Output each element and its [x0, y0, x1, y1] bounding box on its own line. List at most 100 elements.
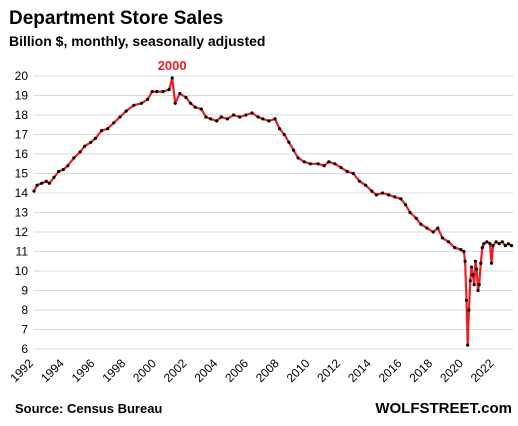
data-point: [468, 279, 472, 283]
data-point: [345, 169, 349, 174]
data-point: [440, 236, 444, 240]
data-point: [506, 242, 510, 246]
data-point: [170, 76, 174, 80]
data-point: [232, 113, 236, 117]
y-tick-label: 20: [15, 69, 29, 83]
data-point: [475, 267, 479, 271]
data-point: [93, 136, 97, 140]
data-point: [436, 226, 440, 230]
data-point: [204, 115, 208, 119]
data-point: [471, 273, 475, 277]
data-point: [40, 181, 44, 185]
data-point: [57, 169, 61, 174]
data-point: [155, 90, 159, 94]
data-point: [466, 343, 470, 347]
data-point: [503, 244, 507, 248]
data-point: [403, 203, 408, 207]
data-point: [488, 242, 492, 246]
x-tick-label: 1996: [69, 356, 98, 385]
y-tick-label: 18: [15, 108, 29, 122]
data-point: [316, 162, 320, 166]
data-point: [35, 183, 39, 187]
data-point: [462, 249, 466, 254]
data-point: [256, 115, 260, 119]
data-point: [61, 168, 65, 172]
data-point: [477, 283, 481, 287]
data-point: [333, 162, 337, 166]
data-point: [78, 150, 82, 154]
chart-subtitle: Billion $, monthly, seasonally adjusted: [9, 33, 265, 49]
x-axis-ticks: 1992 1994 1996 1998 2000 2002 2004 2006 2008 2010…: [7, 356, 497, 385]
x-tick-label: 1994: [38, 356, 67, 385]
x-tick-label: 1998: [99, 356, 128, 385]
y-tick-label: 11: [16, 245, 29, 259]
data-point: [425, 226, 429, 230]
data-point: [453, 246, 457, 250]
x-tick-label: 2002: [161, 356, 190, 385]
data-point: [173, 101, 177, 105]
data-point: [146, 97, 150, 101]
data-point: [480, 246, 484, 250]
data-point: [500, 240, 504, 244]
x-tick-label: 2018: [407, 356, 436, 385]
data-point: [472, 283, 476, 287]
data-point: [161, 90, 165, 94]
data-point: [482, 242, 486, 246]
data-point: [261, 117, 265, 121]
series-line: [33, 76, 513, 347]
data-point: [106, 127, 110, 131]
x-tick-label: 2020: [437, 356, 466, 385]
data-point: [178, 91, 182, 96]
data-point: [83, 144, 87, 148]
data-point: [479, 261, 483, 265]
data-point: [494, 240, 498, 244]
data-point: [32, 189, 36, 193]
data-point: [380, 191, 385, 195]
data-point: [267, 119, 271, 123]
data-point: [419, 222, 423, 226]
data-point: [509, 244, 514, 248]
chart-title: Department Store Sales: [9, 8, 223, 29]
x-tick-label: 2008: [253, 356, 282, 385]
data-point: [184, 95, 188, 100]
data-point: [473, 259, 477, 263]
series-layer: [32, 76, 514, 347]
data-point: [393, 195, 397, 199]
y-tick-label: 7: [21, 323, 28, 337]
x-tick-label: 2010: [284, 356, 313, 385]
data-point: [327, 160, 331, 164]
data-point: [72, 156, 76, 160]
x-tick-label: 2006: [222, 356, 251, 385]
y-tick-label: 15: [15, 167, 29, 181]
data-point: [414, 216, 418, 220]
data-point: [282, 132, 286, 137]
y-tick-label: 10: [15, 264, 29, 278]
data-point: [124, 109, 128, 113]
y-tick-label: 6: [21, 342, 28, 356]
y-axis-ticks: 6 7 8 9 10 11 12 13 14 15 16 17 18 19 20: [15, 69, 29, 356]
x-tick-label: 1992: [7, 356, 36, 385]
data-point: [469, 265, 474, 269]
data-point: [351, 171, 355, 176]
data-point: [47, 181, 52, 185]
data-point: [66, 164, 70, 168]
peak-annotation: 2000: [158, 58, 187, 73]
y-tick-label: 16: [15, 147, 29, 161]
data-point: [52, 175, 56, 179]
data-point: [273, 117, 277, 121]
y-tick-label: 19: [15, 89, 29, 103]
y-tick-label: 8: [21, 303, 28, 317]
data-point: [219, 115, 223, 119]
data-point: [291, 148, 296, 152]
data-point: [287, 140, 291, 144]
data-point: [464, 298, 469, 302]
data-point: [446, 240, 451, 244]
data-point: [374, 193, 378, 197]
data-point: [167, 88, 171, 92]
data-point: [250, 111, 254, 115]
data-point: [278, 127, 282, 131]
data-point: [150, 90, 154, 94]
data-point: [225, 117, 229, 121]
x-tick-label: 2016: [376, 356, 405, 385]
data-point: [489, 261, 494, 265]
